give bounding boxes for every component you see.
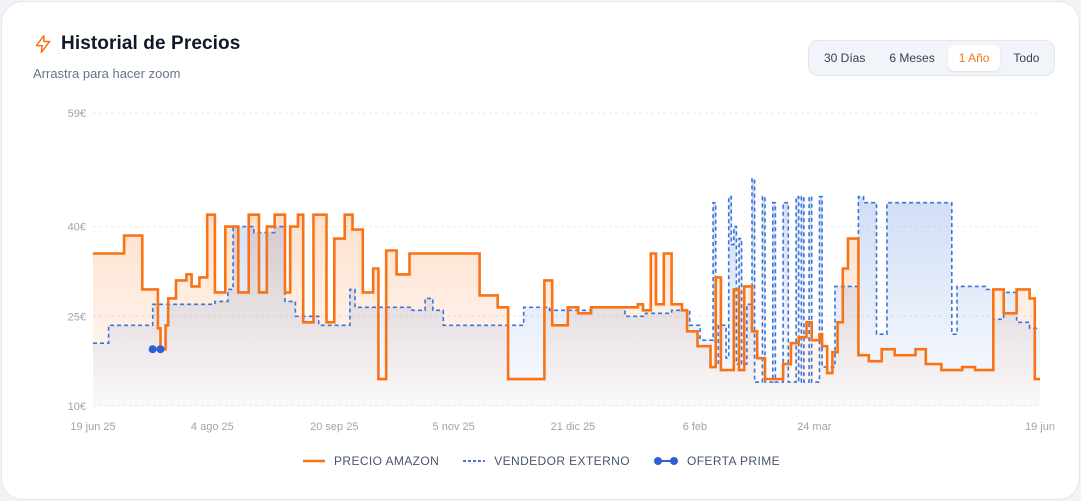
- x-tick-label: 20 sep 25: [310, 421, 358, 433]
- x-tick-label: 6 feb: [683, 421, 707, 433]
- dashed-line-icon: [463, 460, 486, 462]
- x-tick-label: 4 ago 25: [191, 421, 234, 433]
- amazon-price-line: [93, 213, 1040, 381]
- external-seller-line: [93, 178, 1040, 383]
- zoom-hint: Arrastra para hacer zoom: [33, 66, 181, 81]
- x-tick-label: 24 mar: [797, 421, 832, 433]
- time-range-selector: 30 Días 6 Meses 1 Año Todo: [808, 40, 1056, 76]
- axis-layer: 59€ 40€ 25€ 10€ 19 jun 25 4 ago 25 20 sep 25 5 …: [68, 108, 1055, 433]
- legend-label-prime: OFERTA PRIME: [686, 454, 781, 468]
- range-all-button[interactable]: Todo: [1013, 51, 1040, 65]
- prime-offer-point: [148, 345, 157, 354]
- area-layer: [93, 178, 1040, 406]
- legend-item-external[interactable]: VENDEDOR EXTERNO: [463, 454, 630, 468]
- legend-item-prime[interactable]: OFERTA PRIME: [653, 454, 781, 468]
- y-tick-label: 10€: [68, 401, 86, 413]
- price-chart[interactable]: 59€ 40€ 25€ 10€ 19 jun 25 4 ago 25 20 sep 25 5 …: [2, 2, 1081, 447]
- lightning-bolt-icon: [35, 34, 51, 54]
- dot-line-icon: [653, 457, 678, 465]
- y-tick-label: 25€: [68, 311, 86, 323]
- y-tick-label: 40€: [68, 222, 86, 234]
- line-layer: [93, 178, 1040, 383]
- x-tick-label: 21 dic 25: [551, 421, 596, 433]
- prime-offer-point: [156, 345, 165, 354]
- legend-item-amazon[interactable]: PRECIO AMAZON: [302, 454, 440, 468]
- x-tick-label: 19 jun 25: [70, 421, 115, 433]
- y-tick-label: 59€: [68, 108, 86, 120]
- marker-layer: [148, 345, 165, 354]
- page-title: Historial de Precios: [61, 33, 241, 54]
- header: Historial de Precios: [33, 33, 240, 55]
- legend-label-external: VENDEDOR EXTERNO: [494, 454, 630, 468]
- chart-legend: PRECIO AMAZON VENDEDOR EXTERNO OFERTA PR…: [2, 454, 1081, 468]
- external-area: [93, 178, 1040, 406]
- range-1-year-button[interactable]: 1 Año: [947, 45, 1001, 71]
- range-30-days-button[interactable]: 30 Días: [824, 51, 866, 65]
- x-tick-label: 19 jun: [1025, 421, 1055, 433]
- x-tick-label: 5 nov 25: [433, 421, 475, 433]
- legend-label-amazon: PRECIO AMAZON: [333, 454, 440, 468]
- range-6-months-button[interactable]: 6 Meses: [889, 51, 935, 65]
- solid-line-icon: [302, 459, 325, 463]
